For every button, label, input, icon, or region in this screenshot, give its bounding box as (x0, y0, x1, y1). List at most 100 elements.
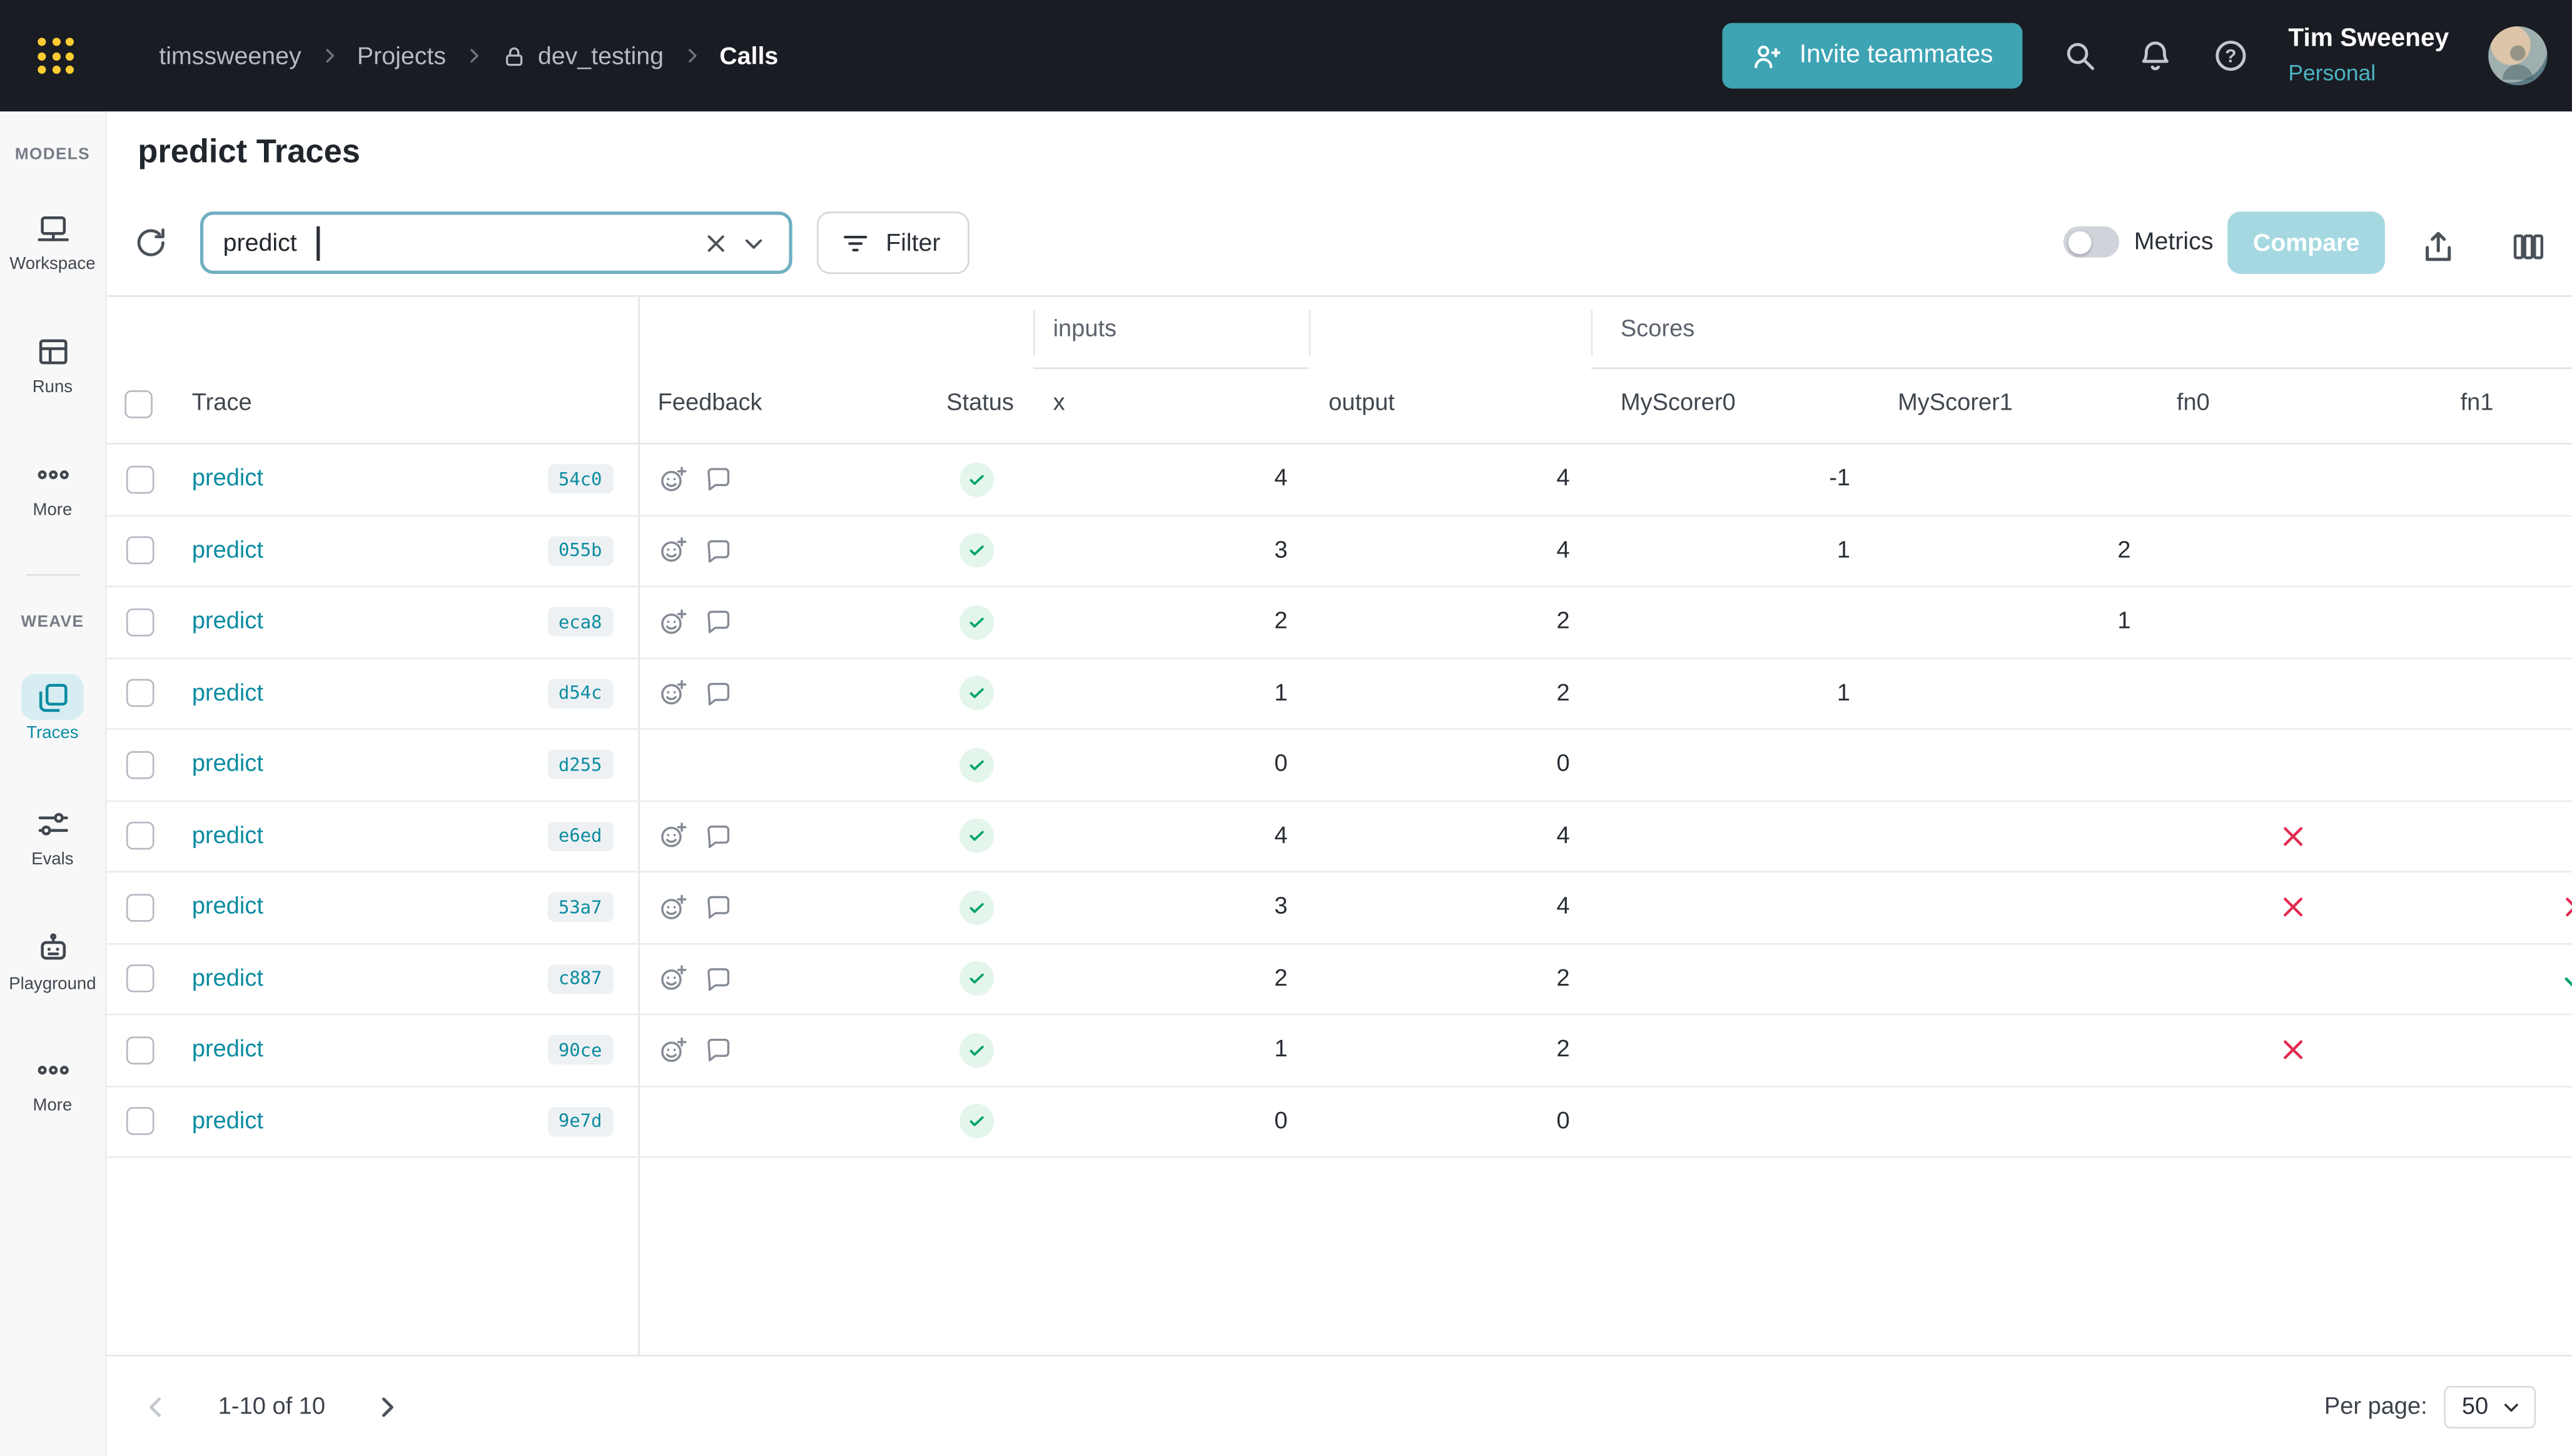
table-row[interactable]: predict 54c0 4 4 -1 (106, 445, 2572, 516)
text-caret (316, 226, 320, 261)
column-header-fn0[interactable]: fn0 (2176, 390, 2210, 417)
breadcrumb-projects[interactable]: Projects (357, 41, 447, 70)
row-checkbox[interactable] (125, 537, 154, 565)
user-name: Tim Sweeney (2288, 24, 2449, 53)
breadcrumb-project[interactable]: dev_testing (502, 42, 664, 69)
pagination-bar: 1-10 of 10 Per page: 50 (106, 1355, 2572, 1456)
trace-link[interactable]: predict (191, 1108, 263, 1135)
column-header-feedback[interactable]: Feedback (657, 390, 762, 417)
sidebar-item-more-models[interactable]: More (0, 451, 105, 520)
row-checkbox[interactable] (125, 893, 154, 922)
cell-output: 4 (1556, 537, 1570, 564)
cell-myscorer0: -1 (1829, 466, 1851, 493)
wandb-logo[interactable] (0, 38, 111, 74)
trace-link[interactable]: predict (191, 609, 263, 635)
table-row[interactable]: predict 055b 3 4 1 2 (106, 516, 2572, 587)
cell-myscorer0 (1591, 587, 1871, 657)
row-checkbox[interactable] (125, 465, 154, 493)
row-checkbox[interactable] (125, 679, 154, 707)
cell-myscorer1 (1871, 801, 2152, 871)
comment-icon[interactable] (704, 964, 733, 993)
trace-link[interactable]: predict (191, 894, 263, 921)
column-header-fn1[interactable]: fn1 (2460, 390, 2494, 417)
add-reaction-icon[interactable] (658, 607, 689, 638)
comment-icon[interactable] (704, 892, 733, 922)
column-header-x[interactable]: x (1053, 390, 1065, 417)
comment-icon[interactable] (704, 679, 733, 708)
row-checkbox[interactable] (125, 1036, 154, 1064)
compare-button[interactable]: Compare (2227, 211, 2385, 274)
breadcrumb-entity[interactable]: timssweeney (159, 41, 301, 70)
filter-button[interactable]: Filter (816, 211, 970, 274)
trace-id-badge: e6ed (547, 821, 614, 851)
invite-teammates-button[interactable]: Invite teammates (1722, 23, 2023, 89)
sidebar-item-workspace[interactable]: Workspace (0, 205, 105, 274)
breadcrumb-current-page: Calls (719, 41, 779, 70)
cell-fn1 (2434, 1015, 2572, 1084)
sidebar-item-playground[interactable]: Playground (0, 925, 105, 994)
comment-icon[interactable] (704, 607, 733, 637)
table-row[interactable]: predict d255 0 0 (106, 730, 2572, 802)
page-range: 1-10 of 10 (218, 1393, 326, 1420)
refresh-button[interactable] (123, 215, 179, 271)
table-row[interactable]: predict 53a7 3 4 (106, 872, 2572, 944)
trace-link[interactable]: predict (191, 965, 263, 992)
add-reaction-icon[interactable] (658, 821, 689, 852)
sidebar-item-traces[interactable]: Traces (0, 674, 105, 743)
search-input[interactable] (203, 228, 697, 257)
row-checkbox[interactable] (125, 964, 154, 993)
columns-icon[interactable] (2503, 221, 2553, 271)
comment-icon[interactable] (704, 1035, 733, 1064)
trace-link[interactable]: predict (191, 466, 263, 493)
row-checkbox[interactable] (125, 608, 154, 636)
clear-icon[interactable] (697, 224, 735, 261)
sidebar-item-runs[interactable]: Runs (0, 328, 105, 397)
comment-icon[interactable] (704, 821, 733, 851)
trace-link[interactable]: predict (191, 1037, 263, 1063)
sidebar-item-evals[interactable]: Evals (0, 801, 105, 869)
add-reaction-icon[interactable] (658, 963, 689, 994)
trace-link[interactable]: predict (191, 822, 263, 849)
add-reaction-icon[interactable] (658, 678, 689, 709)
group-header-scores: Scores (1620, 316, 1695, 343)
trace-id-badge: c887 (547, 964, 614, 994)
table-row[interactable]: predict 9e7d 0 0 (106, 1086, 2572, 1158)
per-page-select[interactable]: 50 (2444, 1385, 2536, 1428)
table-row[interactable]: predict c887 2 2 (106, 944, 2572, 1016)
metrics-toggle[interactable] (2063, 226, 2120, 258)
main-content: predict Traces Filter Metrics Compare (106, 111, 2572, 1456)
comment-icon[interactable] (704, 465, 733, 494)
column-header-output[interactable]: output (1329, 390, 1395, 417)
trace-id-badge: eca8 (547, 607, 614, 637)
table-row[interactable]: predict 90ce 1 2 (106, 1015, 2572, 1087)
select-all-checkbox[interactable] (124, 390, 153, 418)
trace-link[interactable]: predict (191, 680, 263, 707)
sidebar-item-more-weave[interactable]: More (0, 1046, 105, 1115)
row-checkbox[interactable] (125, 1107, 154, 1136)
table-row[interactable]: predict d54c 1 2 1 (106, 659, 2572, 730)
search-icon[interactable] (2062, 38, 2099, 74)
row-checkbox[interactable] (125, 822, 154, 851)
row-checkbox[interactable] (125, 751, 154, 779)
column-header-trace[interactable]: Trace (191, 390, 252, 417)
column-header-myscorer0[interactable]: MyScorer0 (1620, 390, 1736, 417)
add-reaction-icon[interactable] (658, 1034, 689, 1066)
avatar[interactable] (2488, 26, 2548, 86)
comment-icon[interactable] (704, 536, 733, 565)
trace-link[interactable]: predict (191, 751, 263, 778)
table-row[interactable]: predict eca8 2 2 1 (106, 587, 2572, 659)
column-header-status[interactable]: Status (946, 390, 1014, 417)
table-row[interactable]: predict e6ed 4 4 (106, 801, 2572, 873)
user-menu[interactable]: Tim Sweeney Personal (2288, 25, 2449, 87)
next-page-button[interactable] (368, 1387, 407, 1426)
help-icon[interactable]: ? (2213, 38, 2249, 74)
add-reaction-icon[interactable] (658, 892, 689, 923)
export-icon[interactable] (2413, 221, 2463, 271)
trace-link[interactable]: predict (191, 537, 263, 564)
add-reaction-icon[interactable] (658, 535, 689, 567)
chevron-down-icon[interactable] (735, 224, 772, 261)
add-reaction-icon[interactable] (658, 463, 689, 495)
notifications-icon[interactable] (2137, 38, 2174, 74)
prev-page-button[interactable] (136, 1387, 176, 1426)
column-header-myscorer1[interactable]: MyScorer1 (1898, 390, 2013, 417)
